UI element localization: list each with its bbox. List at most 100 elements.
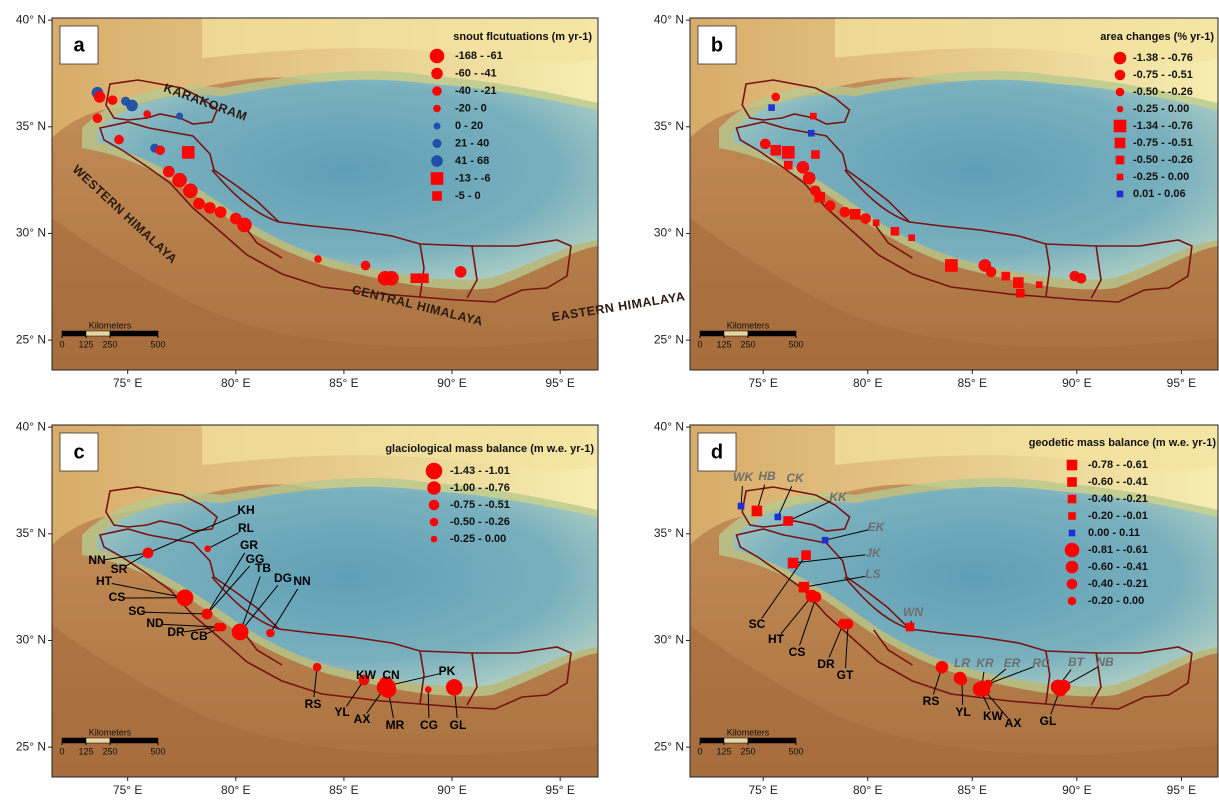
glacier-marker — [772, 93, 780, 101]
legend-label: -0.60 - -0.41 — [1088, 476, 1148, 488]
glacier-marker — [419, 274, 428, 283]
y-tick-label: 40° N — [16, 419, 46, 433]
glacier-marker — [163, 166, 174, 177]
legend-label: -0.25 - 0.00 — [1133, 171, 1189, 183]
site-label: KR — [976, 656, 994, 670]
glacier-marker — [313, 663, 321, 671]
scale-bar-label: 250 — [102, 746, 117, 756]
y-tick-label: 25° N — [16, 739, 46, 753]
scale-bar-label: 250 — [740, 746, 755, 756]
site-label: RL — [238, 521, 254, 535]
panel-letter: d — [711, 441, 723, 463]
site-label: GL — [450, 718, 467, 732]
x-tick-label: 85° E — [329, 376, 358, 390]
glacier-marker — [108, 96, 117, 105]
legend-marker — [429, 500, 439, 510]
legend-label: -0.50 - -0.26 — [1133, 154, 1193, 166]
site-label: KH — [237, 503, 254, 517]
scale-bar-title: Kilometers — [727, 727, 770, 737]
scale-bar-label: 125 — [716, 339, 731, 349]
site-label: KW — [983, 709, 1004, 723]
site-label: NN — [88, 553, 105, 567]
scale-bar-segment — [62, 738, 86, 743]
y-tick-label: 30° N — [654, 226, 684, 240]
glacier-marker — [156, 146, 165, 155]
scale-bar-segment — [700, 331, 724, 336]
x-tick-label: 75° E — [113, 376, 142, 390]
legend-marker — [430, 49, 444, 63]
glacier-marker — [202, 609, 212, 619]
legend-marker — [1115, 70, 1125, 80]
site-label: LS — [865, 567, 880, 581]
legend-label: 21 - 40 — [455, 137, 489, 149]
scale-bar-label: 0 — [59, 339, 64, 349]
scale-bar-segment — [724, 738, 748, 743]
legend-label: -0.60 - -0.41 — [1088, 561, 1148, 573]
x-tick-label: 95° E — [1167, 376, 1196, 390]
glacier-marker — [843, 619, 853, 629]
legend-marker — [1068, 597, 1076, 605]
leader-line — [428, 690, 429, 718]
legend-label: -0.75 - -0.51 — [1133, 137, 1193, 149]
site-label: HB — [758, 469, 776, 483]
glacier-marker — [232, 624, 248, 640]
glacier-marker — [815, 192, 825, 202]
legend-label: -1.38 - -0.76 — [1133, 52, 1193, 64]
x-tick-label: 95° E — [545, 783, 574, 796]
glacier-marker — [769, 105, 775, 111]
x-tick-label: 95° E — [545, 376, 574, 390]
site-label: GR — [240, 538, 258, 552]
site-label: SR — [111, 562, 128, 576]
legend-marker — [434, 105, 441, 112]
site-label: KW — [356, 668, 377, 682]
x-tick-label: 80° E — [853, 376, 882, 390]
legend-label: -60 - -41 — [455, 67, 497, 79]
site-label: RS — [923, 694, 940, 708]
glacier-marker — [811, 592, 821, 602]
site-label: NB — [1096, 655, 1114, 669]
legend-label: -0.20 - -0.01 — [1088, 510, 1148, 522]
legend-label: 0.00 - 0.11 — [1088, 527, 1140, 539]
glacier-marker — [799, 582, 809, 592]
legend-marker — [1067, 460, 1077, 470]
legend-title: area changes (% yr-1) — [1100, 31, 1214, 43]
legend-label: -0.75 - -0.51 — [450, 499, 510, 511]
x-tick-label: 75° E — [113, 783, 142, 796]
glacier-marker — [384, 271, 398, 285]
legend-label: -13 - -6 — [455, 172, 490, 184]
terrain — [52, 425, 598, 777]
x-tick-label: 85° E — [958, 376, 987, 390]
scale-bar-label: 125 — [78, 339, 93, 349]
y-tick-label: 40° N — [654, 12, 684, 26]
panel-letter: b — [711, 34, 723, 56]
site-label: SC — [749, 617, 766, 631]
glacier-marker — [237, 218, 251, 232]
legend-marker — [434, 123, 440, 129]
glacier-marker — [144, 111, 151, 118]
site-label: DR — [817, 657, 835, 671]
scale-bar-label: 125 — [716, 746, 731, 756]
x-tick-label: 90° E — [437, 783, 466, 796]
glacier-marker — [93, 114, 102, 123]
glacier-marker — [825, 201, 835, 211]
glacier-marker — [183, 184, 197, 198]
y-tick-label: 40° N — [654, 419, 684, 433]
legend-marker — [1114, 52, 1126, 64]
scale-bar-segment — [748, 738, 796, 743]
glacier-marker — [797, 161, 809, 173]
legend-label: -0.50 - -0.26 — [1133, 86, 1193, 98]
y-tick-label: 30° N — [16, 226, 46, 240]
x-tick-label: 90° E — [1062, 783, 1091, 796]
scale-bar-segment — [110, 738, 158, 743]
scale-bar-title: Kilometers — [89, 727, 132, 737]
scale-bar-label: 500 — [150, 339, 165, 349]
glacier-marker — [850, 209, 860, 219]
site-label: TB — [255, 561, 271, 575]
legend-label: 41 - 68 — [455, 155, 489, 167]
legend-label: -168 - -61 — [455, 50, 503, 62]
legend-marker — [1068, 478, 1077, 487]
glacier-marker — [205, 546, 211, 552]
y-tick-label: 35° N — [654, 119, 684, 133]
